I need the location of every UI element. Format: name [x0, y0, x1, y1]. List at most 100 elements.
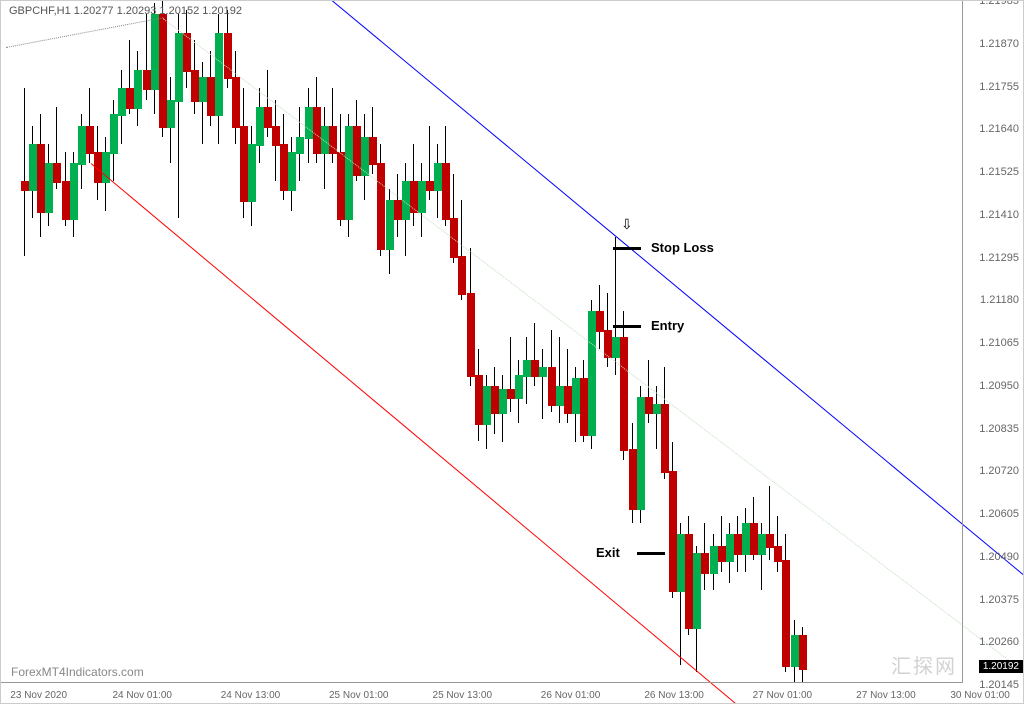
candle-body: [766, 534, 774, 547]
candle-body: [564, 386, 572, 414]
x-tick-label: 27 Nov 01:00: [753, 690, 813, 701]
candle-wick: [202, 62, 203, 144]
x-tick-label: 25 Nov 01:00: [329, 690, 389, 701]
watermark-cn: 汇探网: [891, 650, 957, 679]
candle-body: [782, 560, 790, 666]
annotation-label: Entry: [651, 318, 684, 333]
candle-wick: [721, 516, 722, 572]
candle-body: [620, 337, 628, 451]
dotted-trend-line: [163, 18, 1024, 673]
candle-body: [734, 534, 742, 555]
candle-wick: [542, 349, 543, 420]
candle-body: [215, 33, 223, 117]
annotation-marker: [613, 247, 641, 250]
x-tick-label: 24 Nov 01:00: [112, 690, 172, 701]
candle-body: [661, 404, 669, 473]
trend-line: [291, 0, 1024, 576]
y-tick-label: 1.21985: [979, 0, 1019, 7]
candle-wick: [777, 516, 778, 572]
candle-body: [159, 14, 167, 128]
candle-body: [280, 144, 288, 191]
chart-header: GBPCHF,H1 1.20277 1.20293 1.20152 1.2019…: [9, 5, 242, 17]
annotation-marker: [637, 552, 665, 555]
candle-body: [458, 256, 466, 295]
candle-body: [386, 200, 394, 250]
candle-wick: [761, 523, 762, 590]
y-tick-label: 1.21295: [979, 252, 1019, 264]
candle-body: [53, 163, 61, 184]
dotted-trend-line: [6, 18, 163, 49]
candle-wick: [656, 386, 657, 449]
candle-body: [791, 635, 799, 667]
candle-body: [531, 360, 539, 377]
candle-body: [774, 546, 782, 563]
x-tick-label: 27 Nov 13:00: [856, 690, 916, 701]
candle-body: [507, 389, 515, 398]
candle-body: [758, 534, 766, 555]
x-tick-label: 26 Nov 01:00: [541, 690, 601, 701]
candle-body: [669, 471, 677, 592]
candle-body: [143, 70, 151, 91]
candle-body: [483, 386, 491, 425]
annotation-label: Stop Loss: [651, 240, 714, 255]
candle-body: [240, 126, 248, 202]
candle-body: [45, 163, 53, 213]
candle-body: [434, 163, 442, 191]
y-tick-label: 1.20605: [979, 508, 1019, 520]
candle-body: [491, 386, 499, 414]
candle-wick: [24, 88, 25, 255]
candle-body: [394, 200, 402, 221]
x-tick-label: 25 Nov 13:00: [433, 690, 493, 701]
x-tick-label: 23 Nov 2020: [10, 690, 67, 701]
y-axis: 1.219851.218701.217551.216401.215251.214…: [962, 1, 1023, 683]
candle-body: [256, 107, 264, 146]
candle-body: [78, 126, 86, 165]
y-tick-label: 1.20950: [979, 380, 1019, 392]
x-axis: 23 Nov 202024 Nov 01:0024 Nov 13:0025 No…: [1, 682, 963, 703]
plot-area[interactable]: Stop LossEntryExit⇩: [1, 1, 963, 683]
annotation-label: Exit: [596, 545, 620, 560]
y-tick-label: 1.21525: [979, 166, 1019, 178]
candle-body: [726, 534, 734, 562]
candle-wick: [559, 337, 560, 423]
candle-body: [110, 114, 118, 153]
candle-body: [442, 163, 450, 221]
candle-body: [701, 553, 709, 574]
y-tick-label: 1.21065: [979, 337, 1019, 349]
y-tick-label: 1.20375: [979, 594, 1019, 606]
candle-body: [539, 367, 547, 376]
candle-body: [175, 33, 183, 102]
y-tick-label: 1.21755: [979, 81, 1019, 93]
watermark: ForexMT4Indicators.com: [11, 665, 144, 679]
candle-body: [62, 181, 70, 220]
candle-body: [499, 389, 507, 413]
x-tick-label: 26 Nov 13:00: [644, 690, 704, 701]
candle-body: [191, 70, 199, 102]
candle-body: [612, 337, 620, 358]
y-tick-label: 1.21410: [979, 209, 1019, 221]
candle-body: [515, 375, 523, 399]
candle-body: [167, 100, 175, 128]
candle-body: [637, 397, 645, 511]
y-tick-label: 1.20260: [979, 636, 1019, 648]
candle-body: [475, 375, 483, 425]
candle-body: [37, 144, 45, 213]
candle-body: [151, 14, 159, 90]
candle-body: [296, 137, 304, 154]
candle-body: [572, 378, 580, 413]
candle-body: [718, 546, 726, 563]
candle-body: [248, 144, 256, 202]
candle-body: [345, 126, 353, 221]
candle-body: [264, 107, 272, 128]
candle-body: [580, 378, 588, 436]
y-tick-label: 1.21640: [979, 123, 1019, 135]
candle-body: [742, 523, 750, 555]
candle-body: [288, 152, 296, 191]
y-tick-label: 1.20720: [979, 465, 1019, 477]
candle-body: [588, 311, 596, 436]
candle-body: [272, 126, 280, 147]
y-tick-label: 1.20835: [979, 423, 1019, 435]
candle-body: [70, 163, 78, 221]
candle-body: [710, 546, 718, 574]
current-price-flag: 1.20192: [979, 660, 1023, 673]
